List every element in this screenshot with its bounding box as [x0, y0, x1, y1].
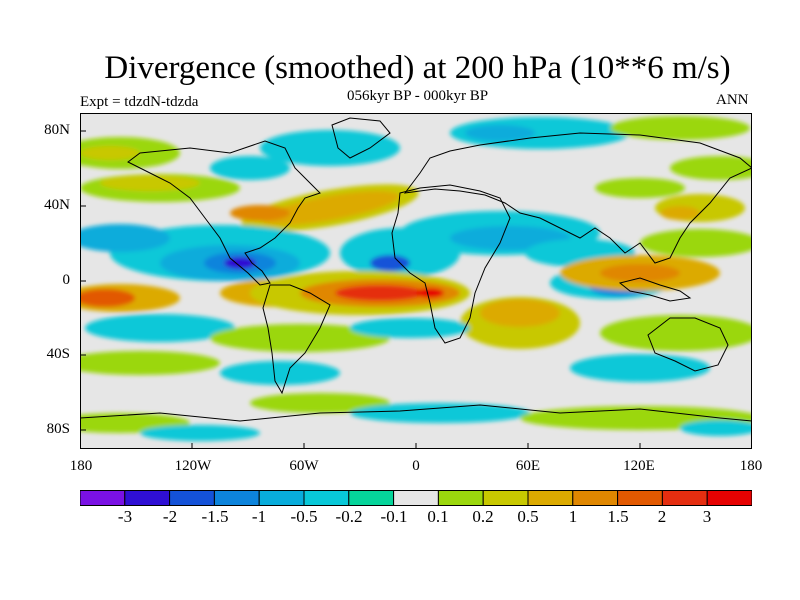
field-patch [450, 117, 630, 149]
field-patch [660, 206, 700, 220]
colorbar-box [617, 490, 663, 506]
colorbar-label: -1 [251, 507, 267, 526]
lat-label-80s: 80S [46, 421, 70, 437]
lon-label-60e: 60E [515, 458, 541, 474]
field-patch [100, 175, 200, 191]
field-patch [416, 288, 444, 298]
greenland-coast [331, 117, 391, 159]
field-patch [210, 324, 390, 352]
colorbar-box [572, 490, 619, 506]
lon-label-180e: 180 [739, 458, 763, 474]
lat-label-40s: 40S [46, 346, 70, 362]
colorbar-label: -0.2 [335, 507, 363, 526]
colorbar-box [124, 490, 171, 506]
colorbar-box [303, 490, 350, 506]
field-patch [350, 403, 530, 423]
colorbar-label: 1.5 [607, 507, 629, 526]
colorbar-boxes [80, 490, 752, 506]
lat-label-80n: 80N [44, 122, 70, 138]
lon-label-120e: 120E [623, 458, 655, 474]
season-label: ANN [716, 92, 749, 108]
colorbar [80, 490, 752, 506]
colorbar-box [437, 490, 484, 506]
colorbar-label: 0.1 [427, 507, 449, 526]
field-patch [80, 289, 135, 307]
field-patch [670, 156, 752, 180]
colorbar-box [527, 490, 574, 506]
field-patch [335, 285, 425, 301]
experiment-label: Expt = tdzdN-tdzda [80, 94, 199, 110]
field-patch [260, 130, 400, 166]
field-patch [85, 314, 235, 342]
colorbar-label: 2 [657, 507, 667, 526]
coastlines [80, 117, 752, 422]
africa-coast [391, 184, 511, 344]
colorbar-label: 0.2 [472, 507, 494, 526]
field-patch [480, 299, 560, 327]
colorbar-box [393, 490, 439, 506]
colorbar-box [661, 490, 708, 506]
colorbar-label: -2 [162, 507, 178, 526]
lon-label-180w: 180 [69, 458, 93, 474]
eurasia-coast [403, 132, 752, 264]
colorbar-box [706, 490, 752, 506]
field-patch [80, 224, 170, 252]
colorbar-box [169, 490, 215, 506]
field-patch [595, 178, 685, 198]
south-america-coast [262, 284, 331, 395]
field-patch [465, 125, 535, 141]
field-patch [80, 351, 220, 375]
north-america-coast [127, 140, 321, 286]
colorbar-label: -0.1 [380, 507, 408, 526]
antarctica-coast [80, 404, 752, 422]
maritime-continent-coast [618, 277, 692, 302]
colorbar-box [348, 490, 395, 506]
colorbar-label: 1 [568, 507, 578, 526]
lon-label-0: 0 [412, 458, 420, 474]
field-patch [350, 318, 470, 338]
field-patch [140, 425, 260, 441]
field-patch [80, 146, 140, 160]
colorbar-label: 3 [702, 507, 712, 526]
lat-label-40n: 40N [44, 197, 70, 213]
colorbar-box [258, 490, 305, 506]
colorbar-box [213, 490, 260, 506]
field-patch [250, 393, 390, 413]
axis-ticks [80, 130, 641, 449]
field-patch [600, 264, 680, 282]
field-patch [230, 205, 290, 221]
field-patch [220, 361, 340, 385]
map-title: Divergence (smoothed) at 200 hPa (10**6 … [104, 50, 731, 86]
field-patch [640, 229, 752, 257]
field-patch [610, 116, 750, 140]
lon-label-60w: 60W [289, 458, 319, 474]
map-subtitle: 056kyr BP - 000kyr BP [346, 88, 489, 104]
lon-label-120w: 120W [174, 458, 212, 474]
field-patch [210, 156, 290, 180]
lat-label-eq: 0 [62, 272, 71, 288]
australia-coast [647, 317, 729, 372]
colorbar-box [80, 490, 126, 506]
field-patch [261, 191, 399, 225]
colorbar-label: -3 [117, 507, 133, 526]
colorbar-label: -0.5 [290, 507, 318, 526]
field-patch [680, 420, 752, 436]
field-patch [224, 257, 256, 269]
colorbar-label: -1.5 [201, 507, 229, 526]
field-patch [600, 315, 752, 351]
colorbar-label: 0.5 [517, 507, 539, 526]
field-patch [370, 255, 410, 271]
colorbar-box [482, 490, 529, 506]
divergence-map [80, 113, 752, 449]
